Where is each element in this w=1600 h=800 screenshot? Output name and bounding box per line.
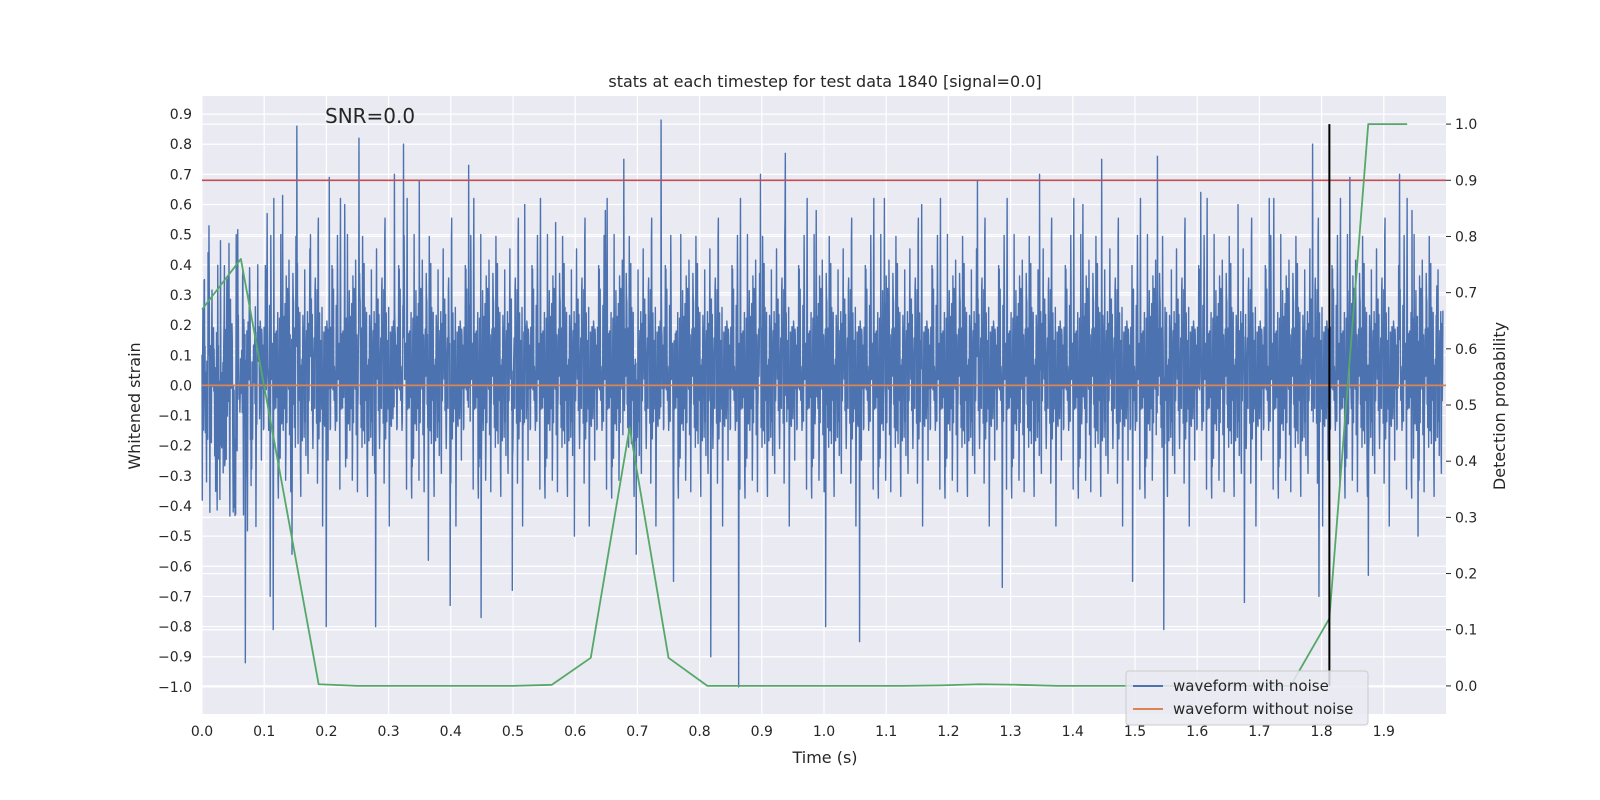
snr-annotation: SNR=0.0	[325, 104, 415, 128]
y-tick-label: −0.4	[158, 499, 192, 515]
y-tick-label: 0.5	[170, 228, 192, 244]
y-tick-label: 0.6	[170, 198, 192, 214]
x-tick-label: 1.4	[1062, 724, 1084, 740]
x-tick-label: 0.8	[688, 724, 710, 740]
y2-tick-label: 0.6	[1455, 342, 1477, 358]
y2-tick-label: 0.1	[1455, 623, 1477, 639]
legend-label-noise: waveform with noise	[1173, 677, 1329, 695]
x-tick-label: 1.6	[1186, 724, 1208, 740]
series-waveform-with-noise	[201, 119, 1444, 688]
x-tick-label: 0.5	[502, 724, 524, 740]
y-tick-label: 0.7	[170, 167, 192, 183]
y-axis-label: Whitened strain	[125, 342, 144, 469]
chart-title: stats at each timestep for test data 184…	[608, 72, 1041, 91]
y2-tick-label: 0.8	[1455, 229, 1477, 245]
y-tick-label: −0.6	[158, 559, 192, 575]
y2-tick-label: 0.4	[1455, 454, 1477, 470]
y2-tick-label: 0.9	[1455, 173, 1477, 189]
y2-axis-label: Detection probability	[1490, 322, 1509, 490]
x-tick-label: 0.1	[253, 724, 275, 740]
y-tick-label: −0.8	[158, 620, 192, 636]
x-tick-label: 1.0	[813, 724, 835, 740]
legend-box	[1125, 670, 1369, 726]
x-tick-label: 1.8	[1310, 724, 1332, 740]
y-tick-label: 0.9	[170, 107, 192, 123]
noise-waveform-layer	[201, 119, 1444, 688]
y-tick-label: −0.3	[158, 469, 192, 485]
x-tick-label: 0.3	[377, 724, 399, 740]
y2-tick-label: 0.3	[1455, 510, 1477, 526]
x-tick-label: 1.2	[937, 724, 959, 740]
y-tick-label: 0.2	[170, 318, 192, 334]
x-tick-label: 1.7	[1248, 724, 1270, 740]
x-tick-label: 1.5	[1124, 724, 1146, 740]
x-tick-label: 0.4	[440, 724, 462, 740]
y-tick-label: −0.1	[158, 409, 192, 425]
x-tick-label: 1.9	[1373, 724, 1395, 740]
y2-tick-label: 0.2	[1455, 567, 1477, 583]
y-tick-label: 0.3	[170, 288, 192, 304]
legend: waveform with noise waveform without noi…	[1125, 670, 1369, 726]
x-tick-label: 0.2	[315, 724, 337, 740]
y-tick-label: 0.4	[170, 258, 192, 274]
y-tick-label: 0.8	[170, 137, 192, 153]
y-tick-label: −0.9	[158, 650, 192, 666]
y2-tick-label: 0.5	[1455, 398, 1477, 414]
x-tick-label: 0.6	[564, 724, 586, 740]
y-tick-label: −0.7	[158, 589, 192, 605]
legend-label-clean: waveform without noise	[1173, 700, 1353, 718]
y-tick-label: −0.2	[158, 439, 192, 455]
x-axis-label: Time (s)	[791, 748, 857, 767]
tick-labels: 0.0 0.1 0.2 0.3 0.4 0.5 0.6 0.7 0.8 0.9 1.0 1.1 1.2 1…	[158, 107, 1477, 740]
y2-tick-label: 1.0	[1455, 117, 1477, 133]
y2-tick-label: 0.7	[1455, 286, 1477, 302]
x-tick-label: 1.1	[875, 724, 897, 740]
x-tick-label: 1.3	[999, 724, 1021, 740]
y-tick-label: −1.0	[158, 680, 192, 696]
y2-tick-label: 0.0	[1455, 679, 1477, 695]
y-tick-label: −0.5	[158, 529, 192, 545]
x-tick-label: 0.7	[626, 724, 648, 740]
y-tick-label: 0.1	[170, 348, 192, 364]
x-tick-label: 0.0	[191, 724, 213, 740]
y-tick-label: 0.0	[170, 378, 192, 394]
x-tick-label: 0.9	[751, 724, 773, 740]
